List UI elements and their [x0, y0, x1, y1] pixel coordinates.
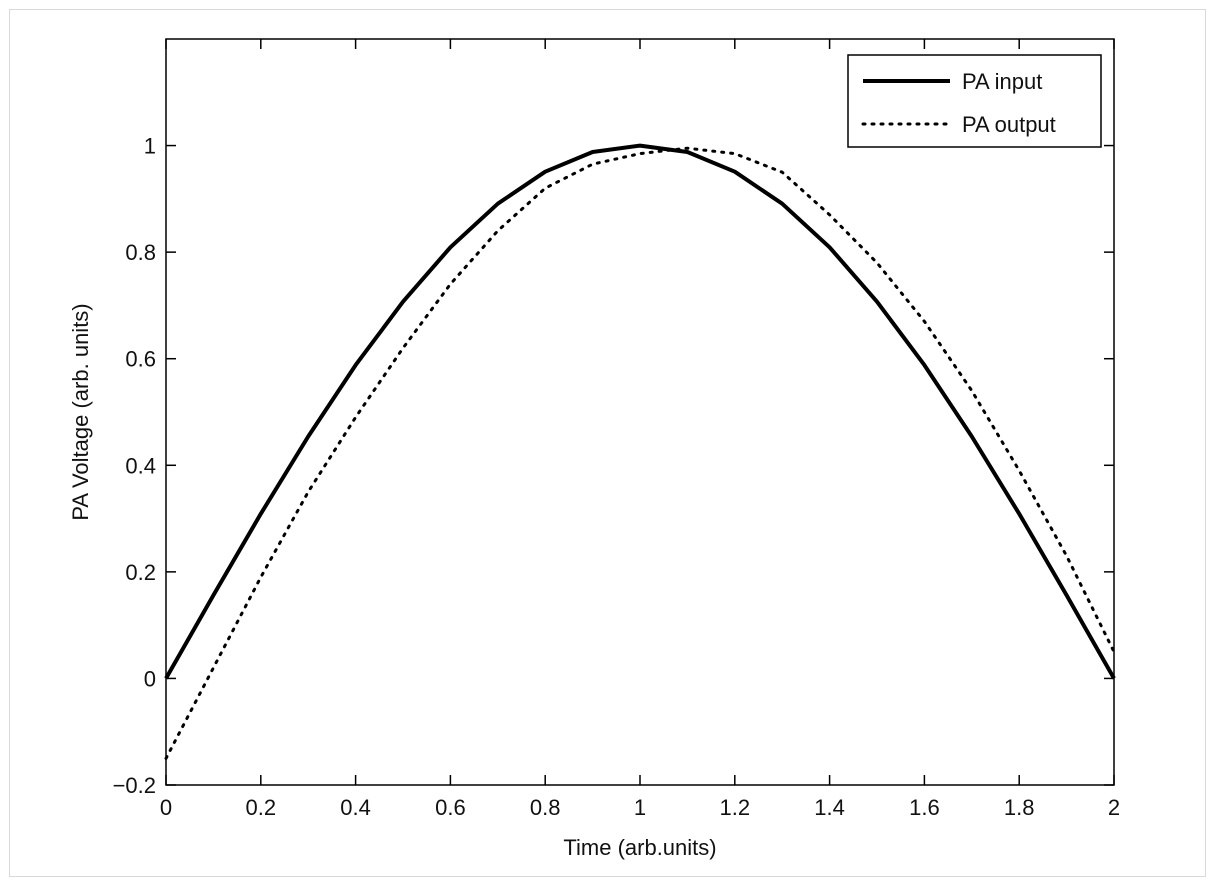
x-tick-label: 1.2 [720, 795, 751, 820]
x-tick-label: 2 [1108, 795, 1120, 820]
x-tick-label: 0 [160, 795, 172, 820]
x-tick-label: 1.8 [1004, 795, 1035, 820]
axes-box [165, 38, 1115, 786]
x-tick-label: 1.6 [909, 795, 940, 820]
y-tick-label: 0.6 [125, 347, 156, 372]
y-tick-label: 0.4 [125, 453, 156, 478]
y-axis-ticks: −0.2 0 0.2 0.4 0.6 0.8 1 [113, 134, 1114, 798]
legend-label-pa-input: PA input [962, 69, 1042, 94]
y-axis-label: PA Voltage (arb. units) [68, 303, 93, 520]
legend: PA input PA output [847, 54, 1102, 148]
x-tick-label: 1.4 [814, 795, 845, 820]
x-axis-label: Time (arb.units) [563, 835, 716, 860]
y-tick-label: 1 [144, 134, 156, 159]
figure-frame [9, 9, 1206, 877]
series-line-pa-output [164, 146, 1116, 760]
series-line-pa-input [164, 143, 1116, 680]
legend-box [847, 54, 1102, 148]
y-tick-label: 0.2 [125, 560, 156, 585]
x-tick-label: 0.8 [530, 795, 561, 820]
x-axis-ticks: 0 0.2 0.4 0.6 0.8 1 1.2 1.4 1.6 1.8 2 [160, 39, 1120, 820]
x-tick-label: 0.2 [246, 795, 277, 820]
y-tick-label: −0.2 [113, 773, 156, 798]
x-tick-label: 1 [634, 795, 646, 820]
legend-label-pa-output: PA output [962, 112, 1056, 137]
x-tick-label: 0.6 [435, 795, 466, 820]
x-tick-label: 0.4 [340, 795, 371, 820]
y-tick-label: 0.8 [125, 240, 156, 265]
y-tick-label: 0 [144, 666, 156, 691]
plot-area [164, 38, 1116, 786]
